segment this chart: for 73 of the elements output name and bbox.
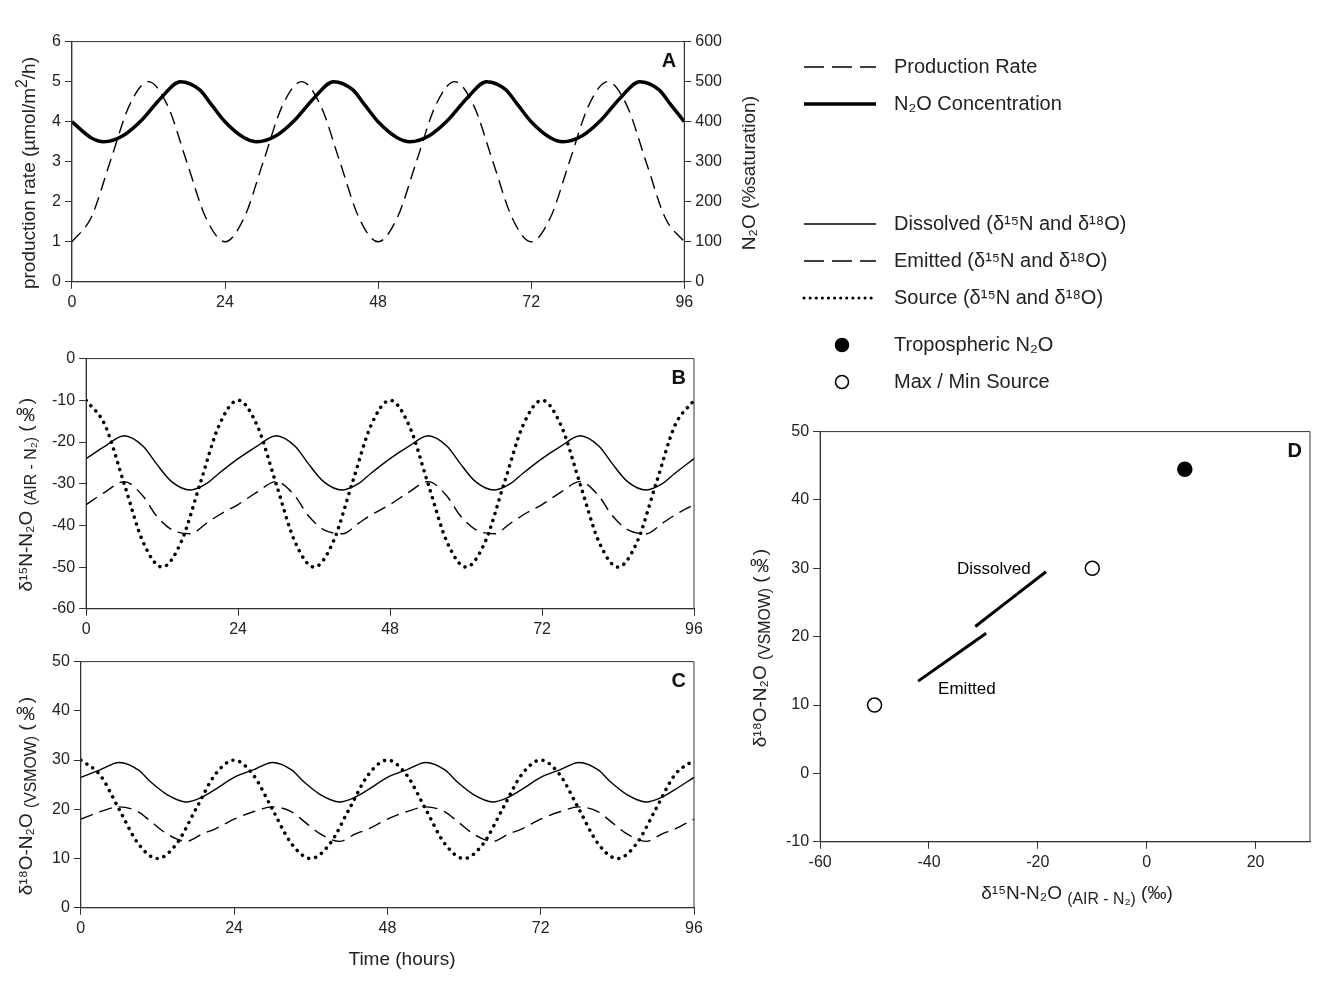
y-tick-label: -20 bbox=[52, 432, 76, 450]
x-tick-label: 24 bbox=[229, 619, 248, 637]
y-tick-label: 3 bbox=[51, 152, 61, 170]
x-axis-title: δ¹⁵N-N₂O $_{(AIR - N₂)}$ (‰) bbox=[981, 882, 1173, 907]
x-tick-label: 48 bbox=[378, 918, 397, 936]
x-tick-label: 72 bbox=[531, 918, 550, 936]
y2-tick-label: 0 bbox=[695, 272, 705, 290]
annotation: B bbox=[671, 366, 686, 389]
legend-label: Source (δ¹⁵N and δ¹⁸O) bbox=[894, 286, 1104, 309]
x-tick-label: 20 bbox=[1246, 852, 1265, 870]
x-tick-label: 24 bbox=[225, 918, 244, 936]
x-tick-label: 96 bbox=[685, 619, 703, 637]
x-axis-title: Time (hours) bbox=[348, 948, 456, 969]
x-tick-label: 96 bbox=[675, 292, 694, 310]
annotation: D bbox=[1287, 439, 1302, 462]
line-series bbox=[71, 80, 685, 243]
y-tick-label: -30 bbox=[52, 474, 76, 492]
y-tick-label: 1 bbox=[51, 232, 61, 250]
y-tick-label: -40 bbox=[52, 515, 76, 533]
y-tick-label: -60 bbox=[52, 599, 76, 617]
x-tick-label: 48 bbox=[381, 619, 400, 637]
point bbox=[1084, 560, 1101, 577]
y2-tick-label: 400 bbox=[695, 112, 723, 130]
series-label: Dissolved bbox=[956, 558, 1031, 578]
annotation: C bbox=[671, 669, 686, 692]
y-tick-label: -10 bbox=[52, 390, 76, 408]
y-tick-label: 5 bbox=[51, 72, 61, 90]
x-tick-label: 48 bbox=[369, 292, 388, 310]
y-tick-label: 10 bbox=[791, 695, 810, 713]
line-series bbox=[86, 398, 694, 569]
y-tick-label: 2 bbox=[51, 192, 61, 210]
y-tick-label: 30 bbox=[52, 750, 70, 768]
y2-tick-label: 600 bbox=[695, 32, 723, 50]
y-tick-label: 50 bbox=[52, 652, 70, 670]
y-tick-label: 0 bbox=[66, 349, 76, 367]
y-tick-label: 40 bbox=[791, 490, 810, 508]
x-tick-label: -40 bbox=[917, 852, 941, 870]
legend-label: Max / Min Source bbox=[894, 370, 1050, 393]
legend-label: N₂O Concentration bbox=[894, 92, 1062, 115]
y-tick-label: -10 bbox=[786, 832, 810, 850]
y2-axis-title: N₂O (%saturation) bbox=[738, 95, 760, 251]
x-tick-label: 0 bbox=[81, 619, 91, 637]
x-tick-label: 72 bbox=[533, 619, 552, 637]
point bbox=[1177, 461, 1193, 477]
legend-label: Dissolved (δ¹⁵N and δ¹⁸O) bbox=[894, 212, 1127, 235]
x-tick-label: 72 bbox=[522, 292, 541, 310]
legend-label: Emitted (δ¹⁵N and δ¹⁸O) bbox=[894, 249, 1108, 272]
series-label: Emitted bbox=[938, 678, 996, 698]
y-tick-label: 4 bbox=[51, 112, 61, 130]
y2-tick-label: 500 bbox=[695, 72, 723, 90]
y-tick-label: 20 bbox=[52, 799, 70, 817]
y-tick-label: 30 bbox=[791, 558, 810, 576]
y-tick-label: 50 bbox=[791, 422, 810, 440]
x-tick-label: 24 bbox=[216, 292, 234, 310]
annotation: A bbox=[661, 49, 677, 72]
y-tick-label: 40 bbox=[52, 701, 70, 719]
x-tick-label: -20 bbox=[1026, 852, 1050, 870]
legend-label: Tropospheric N₂O bbox=[894, 333, 1054, 356]
legend-label: Production Rate bbox=[894, 55, 1038, 78]
y-tick-label: -50 bbox=[52, 557, 76, 575]
x-tick-label: 0 bbox=[1142, 852, 1152, 870]
y-tick-label: 0 bbox=[800, 763, 810, 781]
point bbox=[866, 697, 883, 713]
x-tick-label: -60 bbox=[808, 852, 832, 870]
y-tick-label: 0 bbox=[60, 898, 70, 916]
y-tick-label: 10 bbox=[52, 848, 70, 866]
y2-tick-label: 100 bbox=[695, 232, 723, 250]
y-tick-label: 0 bbox=[51, 272, 61, 290]
y2-tick-label: 200 bbox=[695, 192, 723, 210]
x-tick-label: 96 bbox=[685, 918, 703, 936]
y2-tick-label: 300 bbox=[695, 152, 723, 170]
line-series bbox=[80, 758, 694, 861]
y-tick-label: 6 bbox=[51, 32, 61, 50]
